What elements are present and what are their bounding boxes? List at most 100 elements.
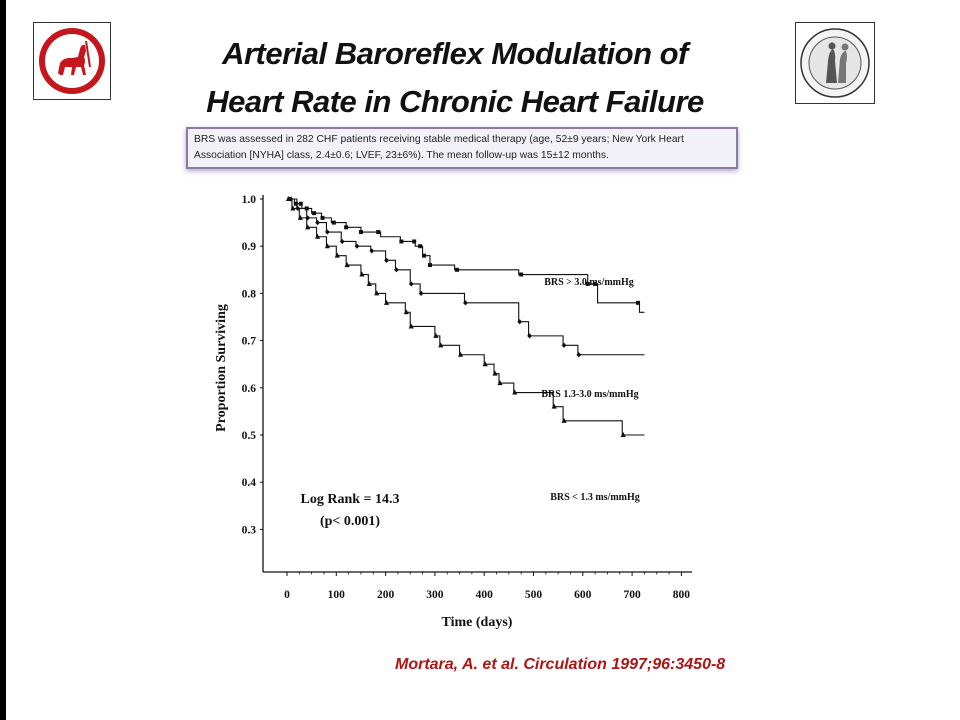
series-marker-triangle xyxy=(314,233,321,239)
series-marker-square xyxy=(593,281,598,286)
series-marker-square xyxy=(412,239,417,244)
series-marker-square xyxy=(298,201,303,206)
y-tick-label: 0.5 xyxy=(242,430,257,442)
series-marker-triangle xyxy=(620,432,626,437)
y-tick-label: 0.9 xyxy=(242,241,257,253)
x-tick-label: 400 xyxy=(476,589,494,601)
p-value: (p< 0.001) xyxy=(320,514,380,529)
series-marker-triangle xyxy=(497,380,503,386)
series-marker-triangle xyxy=(285,196,292,201)
series-marker-diamond xyxy=(315,220,320,226)
x-tick-label: 300 xyxy=(426,589,444,601)
series-marker-diamond xyxy=(408,281,414,287)
series-line-2 xyxy=(287,198,645,436)
series-marker-triangle xyxy=(290,205,296,211)
slide-title: Arterial Baroreflex Modulation of Heart … xyxy=(130,30,780,126)
y-tick-label: 0.6 xyxy=(242,383,257,395)
series-marker-square xyxy=(636,300,641,305)
series-group-2 xyxy=(285,196,645,437)
university-logo-left xyxy=(33,22,111,100)
series-marker-square xyxy=(312,211,317,216)
series-marker-diamond xyxy=(418,290,424,296)
series-marker-triangle xyxy=(334,252,340,258)
series-marker-triangle xyxy=(492,370,498,376)
series-marker-triangle xyxy=(438,342,444,348)
series-marker-diamond xyxy=(517,319,523,325)
series-line-0 xyxy=(287,198,645,313)
series-marker-square xyxy=(399,239,404,244)
series-line-1 xyxy=(287,198,645,356)
chart-ticks: 0 100 200 300 400 500 600 700 800 1.0 0.9 0.8 0.7 0.6… xyxy=(242,194,691,601)
series-marker-triangle xyxy=(482,361,488,367)
series-marker-square xyxy=(293,201,298,206)
series-label-low-brs: BRS < 1.3 ms/mmHg xyxy=(550,492,640,503)
y-tick-label: 0.4 xyxy=(242,477,257,489)
series-marker-triangle xyxy=(383,299,390,305)
series-marker-diamond xyxy=(369,248,375,254)
series-marker-square xyxy=(422,253,427,258)
series-marker-square xyxy=(427,263,432,268)
y-tick-label: 0.8 xyxy=(242,288,257,300)
series-marker-triangle xyxy=(359,271,365,277)
university-seal-right xyxy=(795,22,875,104)
seal-logo-icon xyxy=(800,28,870,98)
series-marker-square xyxy=(320,215,325,220)
series-marker-triangle xyxy=(433,332,439,338)
series-marker-diamond xyxy=(527,333,532,339)
series-marker-diamond xyxy=(339,238,345,245)
series-marker-diamond xyxy=(354,243,360,249)
citation: Mortara, A. et al. Circulation 1997;96:3… xyxy=(395,656,726,673)
y-tick-label: 1.0 xyxy=(242,194,257,206)
series-label-mid-brs: BRS 1.3-3.0 ms/mmHg xyxy=(541,389,638,400)
title-line-2: Heart Rate in Chronic Heart Failure xyxy=(206,84,704,119)
x-tick-label: 600 xyxy=(574,589,592,601)
series-marker-square xyxy=(455,267,460,272)
series-marker-triangle xyxy=(457,351,464,357)
x-tick-label: 0 xyxy=(284,589,290,601)
chart-axes xyxy=(262,195,692,573)
study-info-text: BRS was assessed in 282 CHF patients rec… xyxy=(194,134,684,161)
x-tick-label: 700 xyxy=(623,589,641,601)
x-axis-title: Time (days) xyxy=(442,615,513,630)
series-label-high-brs: BRS > 3.0 ms/mmHg xyxy=(544,277,634,288)
series-marker-triangle xyxy=(344,262,350,268)
series-marker-square xyxy=(331,220,336,225)
series-marker-diamond xyxy=(305,215,311,221)
series-marker-triangle xyxy=(512,389,518,395)
y-axis-title: Proportion Surviving xyxy=(214,304,229,432)
series-marker-triangle xyxy=(374,290,380,296)
x-tick-label: 200 xyxy=(377,589,395,601)
title-line-1: Arterial Baroreflex Modulation of xyxy=(222,36,688,71)
series-marker-triangle xyxy=(297,214,303,220)
series-marker-diamond xyxy=(561,342,567,348)
series-marker-square xyxy=(344,225,349,230)
series-marker-diamond xyxy=(576,352,582,358)
log-rank-statistic: Log Rank = 14.3 xyxy=(301,492,400,507)
series-marker-square xyxy=(376,230,381,235)
series-group-0 xyxy=(287,197,645,313)
centaur-logo-icon xyxy=(39,28,105,94)
chart-series xyxy=(285,196,645,437)
series-marker-triangle xyxy=(551,403,557,409)
x-tick-label: 500 xyxy=(525,589,543,601)
series-marker-square xyxy=(358,230,363,235)
series-marker-diamond xyxy=(394,267,399,273)
series-marker-square xyxy=(418,244,423,249)
series-marker-diamond xyxy=(325,229,330,235)
x-tick-label: 800 xyxy=(673,589,691,601)
series-marker-triangle xyxy=(408,323,414,329)
series-marker-square xyxy=(585,281,590,286)
series-marker-diamond xyxy=(384,257,389,263)
series-marker-triangle xyxy=(324,243,331,249)
x-tick-label: 100 xyxy=(328,589,346,601)
series-marker-square xyxy=(519,272,524,277)
y-tick-label: 0.3 xyxy=(242,524,257,536)
series-marker-triangle xyxy=(403,309,409,315)
series-group-1 xyxy=(287,196,645,358)
y-tick-label: 0.7 xyxy=(242,336,257,348)
study-info-box: BRS was assessed in 282 CHF patients rec… xyxy=(186,127,738,169)
slide-edge-bar xyxy=(0,0,6,720)
series-marker-triangle xyxy=(366,280,372,286)
series-marker-diamond xyxy=(463,300,468,306)
